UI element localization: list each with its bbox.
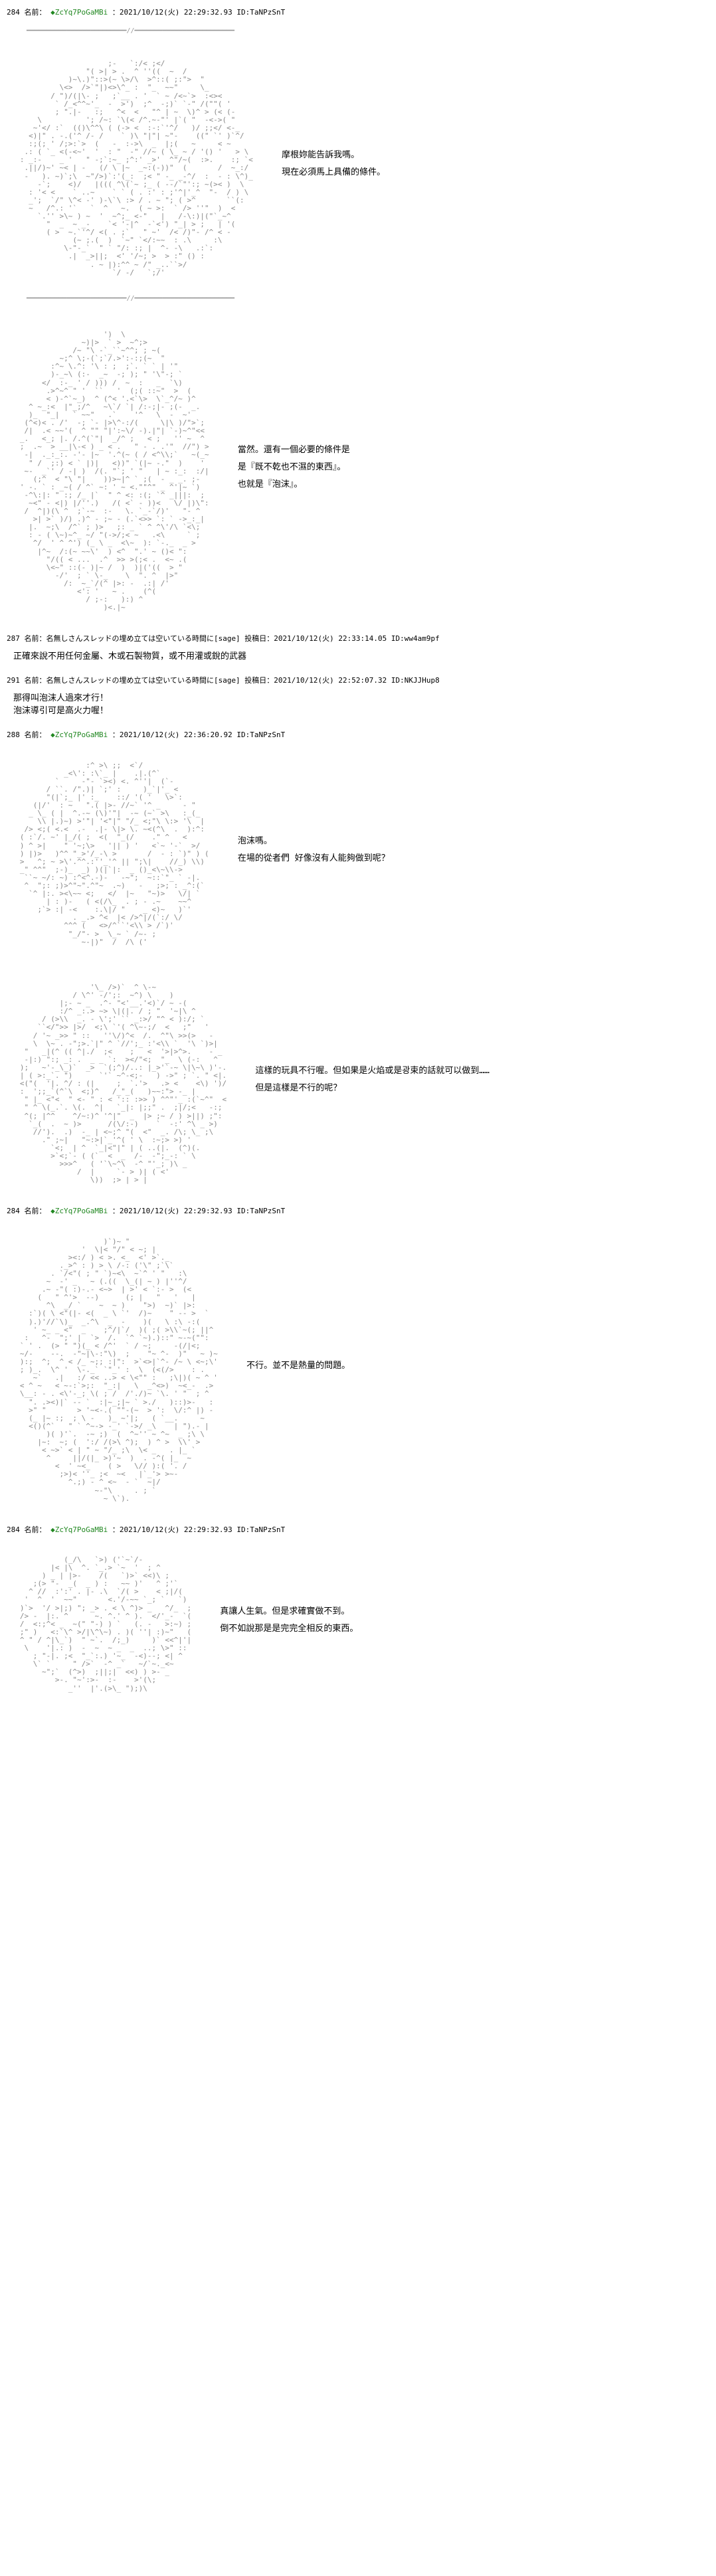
dialogue-text: 真讓人生氣。但是求確實做不到。倒不如說那是是完完全相反的東西。 [220,1603,358,1638]
post-meta: ：2021/10/12(火) 22:29:32.93 ID:TaNPzSnT [112,1207,285,1215]
post-body: ;- `:/< ;</ "( >| > . ^ ''(( ~ / )~\.)":… [7,44,709,285]
forum-post: 284 名前： ◆ZcYq7PoGaMBi ：2021/10/12(火) 22:… [7,1524,709,1701]
forum-post: ') \ ~)|> ` > ~^;> /~ "\ -`_``~^^; ; ~( … [7,315,709,620]
dialogue-text: 不行。並不是熱量的問題。 [246,1357,350,1375]
post-number: 291 [7,676,25,685]
reply-meta: 名無しさんスレッドの埋め立ては空いている時間に[sage] 投稿日：2021/1… [46,676,440,685]
name-label: 名前： [25,1207,46,1215]
tripcode: ◆ZcYq7PoGaMBi [46,1207,112,1215]
post-meta: ：2021/10/12(火) 22:29:32.93 ID:TaNPzSnT [112,8,285,17]
reply-text: 那得叫泡沫人過來才行！泡沫導引可是高火力喔！ [13,691,709,716]
tripcode: ◆ZcYq7PoGaMBi [46,8,112,17]
post-number: 284 [7,1525,25,1534]
post-number: 288 [7,730,25,739]
dialogue-text: 泡沫嗎。在場的從者們 好像沒有人能夠做到呢？ [238,833,390,867]
forum-post: 291 名前：名無しさんスレッドの埋め立ては空いている時間に[sage] 投稿日… [7,675,709,716]
post-header: 284 名前： ◆ZcYq7PoGaMBi ：2021/10/12(火) 22:… [7,7,709,17]
post-body: '\_ />)` ^ \-~ / \^' -/';: ~^) \ ) |;- ~… [7,968,709,1193]
name-label: 名前： [25,730,46,739]
tripcode: ◆ZcYq7PoGaMBi [46,730,112,739]
ascii-art: '\_ />)` ^ \-~ / \^' -/';: ~^) \ ) |;- ~… [7,968,235,1193]
divider: ━━━━━━━━━━━━━━━━━━━━━━━━━//━━━━━━━━━━━━━… [27,27,325,34]
post-body: :^ >\ ;; <`/ _<\': :\`_ | .|.(^` ` -"- `… [7,745,709,954]
divider: ━━━━━━━━━━━━━━━━━━━━━━━━━//━━━━━━━━━━━━━… [27,295,325,301]
name-label: 名前： [25,1525,46,1534]
post-body: )`)~ " ' \|< "/" < ~; | ><:/ ) < >. <_ <… [7,1221,709,1510]
ascii-art: (_/\ `>) ('`~`/- |< |\ ^. `_.> `~ ' ; ^ … [7,1540,200,1701]
post-number: 284 [7,8,25,17]
post-header: 287 名前：名無しさんスレッドの埋め立ては空いている時間に[sage] 投稿日… [7,633,709,644]
ascii-art: )`)~ " ' \|< "/" < ~; | ><:/ ) < >. <_ <… [7,1221,226,1510]
post-header: 288 名前： ◆ZcYq7PoGaMBi ：2021/10/12(火) 22:… [7,729,709,740]
reply-text: 正確來說不用任何金屬、木或石製物質，或不用灌或銳的武器 [13,649,709,661]
post-header: 284 名前： ◆ZcYq7PoGaMBi ：2021/10/12(火) 22:… [7,1524,709,1535]
ascii-art: ;- `:/< ;</ "( >| > . ^ ''(( ~ / )~\.)":… [7,44,262,285]
forum-post: 284 名前： ◆ZcYq7PoGaMBi ：2021/10/12(火) 22:… [7,1205,709,1510]
post-number: 287 [7,634,25,643]
ascii-art: :^ >\ ;; <`/ _<\': :\`_ | .|.(^` ` -"- `… [7,745,218,954]
forum-post: 284 名前： ◆ZcYq7PoGaMBi ：2021/10/12(火) 22:… [7,7,709,301]
post-meta: ：2021/10/12(火) 22:36:20.92 ID:TaNPzSnT [112,730,285,739]
name-label: 名前： [25,634,46,643]
post-body: (_/\ `>) ('`~`/- |< |\ ^. `_.> `~ ' ; ^ … [7,1540,709,1701]
name-label: 名前： [25,676,46,685]
post-header: 284 名前： ◆ZcYq7PoGaMBi ：2021/10/12(火) 22:… [7,1205,709,1216]
dialogue-text: 摩根妳能告訴我嗎。現在必須馬上具備的條件。 [282,147,385,181]
post-meta: ：2021/10/12(火) 22:29:32.93 ID:TaNPzSnT [112,1525,285,1534]
ascii-art: ') \ ~)|> ` > ~^;> /~ "\ -`_``~^^; ; ~( … [7,315,218,620]
dialogue-text: 這樣的玩具不行喔。但如果是火焰或是광束的話就可以做到……但是這樣是不行的呢？ [255,1063,490,1097]
reply-meta: 名無しさんスレッドの埋め立ては空いている時間に[sage] 投稿日：2021/1… [46,634,440,643]
dialogue-text: 當然。還有一個必要的條件是是『既不乾也不濕的東西』。也就是『泡沫』。 [238,442,350,493]
name-label: 名前： [25,8,46,17]
forum-post: 287 名前：名無しさんスレッドの埋め立ては空いている時間に[sage] 投稿日… [7,633,709,661]
post-body: ') \ ~)|> ` > ~^;> /~ "\ -`_``~^^; ; ~( … [7,315,709,620]
post-header: 291 名前：名無しさんスレッドの埋め立ては空いている時間に[sage] 投稿日… [7,675,709,685]
forum-post: '\_ />)` ^ \-~ / \^' -/';: ~^) \ ) |;- ~… [7,968,709,1193]
forum-post: 288 名前： ◆ZcYq7PoGaMBi ：2021/10/12(火) 22:… [7,729,709,954]
post-number: 284 [7,1207,25,1215]
tripcode: ◆ZcYq7PoGaMBi [46,1525,112,1534]
